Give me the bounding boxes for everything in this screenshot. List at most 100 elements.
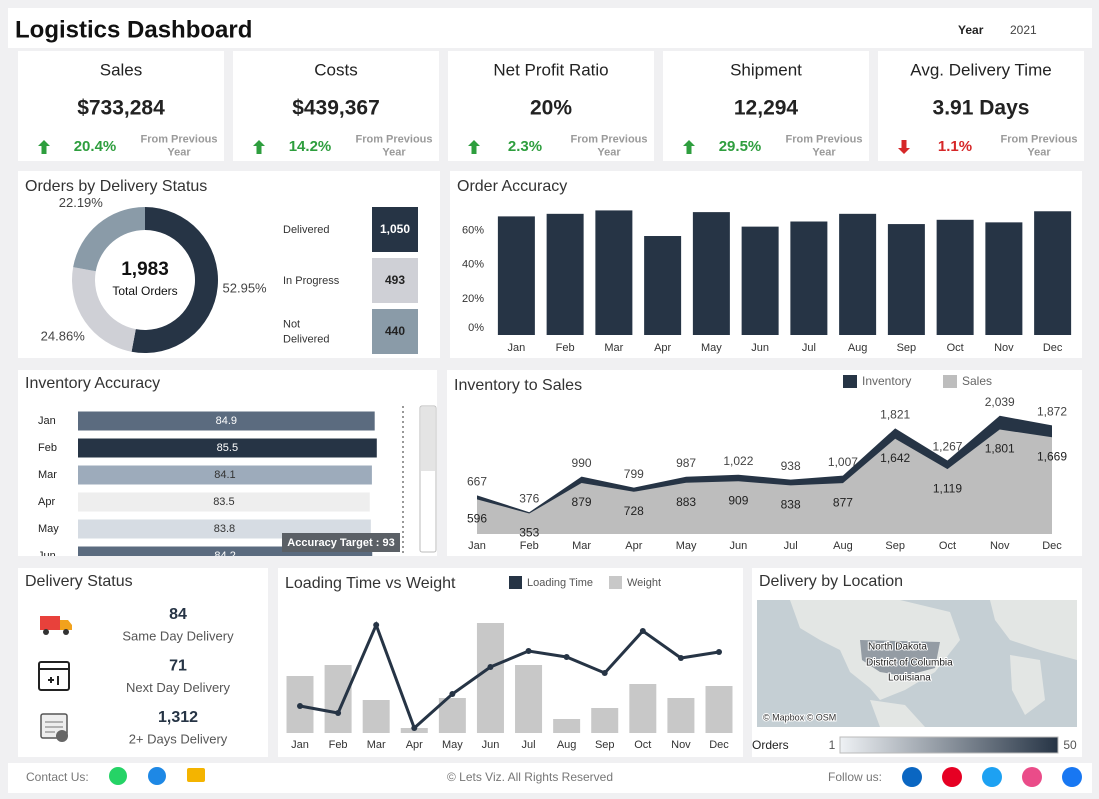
status-value: 1,312	[158, 709, 198, 726]
legend-swatch	[509, 576, 522, 589]
status-count: 440	[385, 324, 405, 338]
kpi-change: 29.5%	[719, 138, 762, 155]
area	[477, 429, 1052, 534]
bar-label: 84.1	[214, 469, 235, 481]
bar	[553, 719, 581, 733]
point-label: 1,119	[933, 481, 962, 495]
copyright: © Lets Viz. All Rights Reserved	[447, 770, 613, 784]
panel-title: Order Accuracy	[457, 178, 567, 195]
point	[563, 654, 570, 660]
status-value: 71	[169, 658, 187, 675]
map	[757, 600, 1077, 727]
kpi-value: $733,284	[77, 97, 165, 120]
page-title: Logistics Dashboard	[15, 16, 252, 43]
bar-label: 85.5	[217, 442, 238, 454]
kpi-change: 2.3%	[508, 138, 542, 155]
point-label: 1,022	[723, 454, 753, 468]
kpi-arrow	[468, 140, 480, 154]
point-label: 877	[833, 495, 853, 509]
bar	[1034, 211, 1072, 335]
x-tick-label: Mar	[572, 540, 591, 552]
point	[525, 648, 532, 654]
y-tick-label: 20%	[462, 293, 484, 305]
bar	[741, 226, 779, 335]
x-tick-label: Aug	[833, 540, 853, 552]
panel-title: Delivery by Location	[759, 573, 903, 590]
scroll-thumb	[421, 407, 435, 471]
kpi-change: 14.2%	[289, 138, 332, 155]
bar	[692, 212, 730, 335]
bar	[591, 708, 619, 733]
bar	[985, 222, 1023, 335]
x-tick-label: Sep	[885, 540, 905, 552]
point-label: 2,039	[985, 395, 1015, 409]
point	[449, 691, 456, 697]
bar	[705, 686, 733, 733]
kpi-note: From Previous Year	[355, 133, 432, 158]
x-tick-label: Jan	[291, 739, 309, 751]
kpi-card	[448, 51, 654, 161]
slice-label: 52.95%	[223, 281, 268, 296]
status-label: 2+ Days Delivery	[129, 731, 228, 746]
bar	[362, 700, 390, 733]
point-label: 1,642	[880, 451, 910, 465]
bar	[78, 465, 372, 485]
point-label: 838	[781, 498, 801, 512]
year-label: Year	[958, 23, 984, 37]
donut-center-label: Total Orders	[112, 284, 177, 298]
kpi-title: Sales	[100, 60, 143, 79]
point	[487, 664, 494, 670]
y-tick-label: Mar	[38, 469, 57, 481]
kpi-title: Net Profit Ratio	[493, 60, 608, 79]
x-tick-label: Oct	[634, 739, 651, 751]
point-label: 1,669	[1037, 449, 1067, 463]
x-tick-label: Mar	[367, 739, 386, 751]
bar	[936, 219, 974, 335]
kpi-arrow	[38, 140, 50, 154]
point	[335, 710, 342, 716]
donut-slice	[72, 267, 136, 352]
panel-title: Inventory to Sales	[454, 377, 582, 394]
point-label: 1,267	[932, 440, 962, 454]
point-label: 1,801	[985, 442, 1015, 456]
truck-icon	[40, 616, 72, 635]
kpi-value: 3.91 Days	[933, 97, 1030, 120]
status-label: Same Day Delivery	[122, 628, 234, 643]
inventory-accuracy: Jan 84.9 Feb 85.5 Mar 84.1 Apr 83.5 May 83.8 Jun 84…	[38, 405, 437, 562]
x-tick-label: Jun	[482, 739, 500, 751]
legend-swatch	[943, 375, 957, 388]
x-tick-label: Apr	[625, 540, 642, 552]
status-box	[372, 258, 418, 303]
point	[601, 670, 608, 676]
bar	[667, 698, 695, 733]
kpi-card	[878, 51, 1084, 161]
point	[639, 628, 646, 634]
bar	[78, 438, 377, 458]
y-tick-label: 60%	[462, 225, 484, 237]
year-value[interactable]: 2021	[1010, 23, 1037, 37]
y-tick-label: May	[38, 523, 59, 535]
social-icons[interactable]	[902, 767, 1082, 787]
bar	[324, 665, 352, 733]
point-label: 667	[467, 474, 487, 488]
y-tick-label: Jun	[38, 550, 56, 562]
x-tick-label: Jun	[751, 342, 769, 354]
kpi-note: From Previous Year	[570, 133, 647, 158]
x-tick-label: Apr	[406, 739, 423, 751]
follow-label: Follow us:	[828, 770, 882, 784]
bar	[644, 236, 682, 335]
x-tick-label: Aug	[848, 342, 868, 354]
kpi-arrow	[683, 140, 695, 154]
status-label: Delivered	[283, 224, 329, 236]
map-label: Louisiana	[888, 673, 931, 684]
bar	[515, 665, 543, 733]
bar-label: 83.8	[214, 523, 235, 535]
legend-label: Loading Time	[527, 577, 593, 589]
kpi-card	[663, 51, 869, 161]
y-tick-label: 0%	[468, 322, 484, 334]
header	[8, 8, 1092, 48]
kpi-arrow	[898, 140, 910, 154]
legend-label: Sales	[962, 374, 992, 388]
legend-max: 50	[1063, 738, 1077, 752]
legend-label: Inventory	[862, 374, 911, 388]
